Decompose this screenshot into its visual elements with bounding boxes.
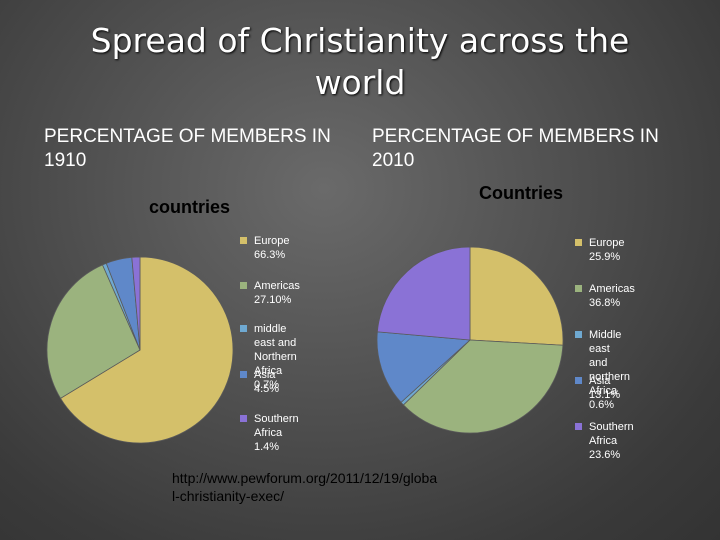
- pie-slice-americas-2010: [402, 339, 564, 434]
- legend-label: Americas 27.10%: [254, 280, 300, 306]
- legend-swatch: [575, 331, 582, 338]
- legend-swatch: [240, 237, 247, 244]
- chart-title-2010: Countries: [479, 183, 564, 203]
- legend-label: Europe 66.3%: [254, 235, 290, 261]
- pie-slice-americas-1910: [46, 264, 141, 399]
- legend-2010: Europe 25.9% Americas 36.8% Middle east an…: [575, 236, 705, 461]
- pie-chart-2010: [376, 246, 564, 434]
- heading-1910: PERCENTAGE OF MEMBERS IN 1910: [44, 126, 331, 171]
- pie-slice-asia-2010: [376, 331, 471, 403]
- legend-swatch: [240, 325, 247, 332]
- pie-slice-southern-africa-1910: [131, 256, 141, 351]
- legend-label: Southern Africa 1.4%: [254, 413, 299, 453]
- legend-label: Middle east and northern Africa 0.6%: [589, 329, 630, 411]
- heading-2010: PERCENTAGE OF MEMBERS IN 2010: [372, 126, 659, 171]
- pie-chart-1910: [46, 256, 234, 444]
- legend-swatch: [575, 423, 582, 430]
- legend-label: Asia 4.5%: [254, 369, 280, 395]
- legend-label: Europe 25.9%: [589, 237, 625, 263]
- legend-label: Americas 36.8%: [589, 283, 635, 309]
- pie-slice-southern-africa-2010: [376, 246, 471, 341]
- legend-swatch: [240, 371, 247, 378]
- legend-swatch: [575, 239, 582, 246]
- legend-swatch: [575, 377, 582, 384]
- slide-title: Spread of Christianity across the world: [90, 21, 630, 102]
- legend-1910: Europe 66.3% Americas 27.10% middle east a…: [240, 234, 370, 453]
- chart-title-1910: countries: [149, 197, 231, 217]
- legend-swatch: [240, 415, 247, 422]
- legend-label: Southern Africa 23.6%: [589, 421, 634, 461]
- legend-label: Asia 13.1%: [589, 375, 621, 401]
- source-link-text: http://www.pewforum.org/2011/12/19/globa…: [172, 470, 438, 504]
- legend-swatch: [575, 285, 582, 292]
- legend-label: middle east and Northern Africa 0.7%: [254, 323, 297, 391]
- pie-slice-europe-2010: [469, 246, 564, 346]
- legend-swatch: [240, 282, 247, 289]
- pie-slice-europe-1910: [59, 256, 234, 444]
